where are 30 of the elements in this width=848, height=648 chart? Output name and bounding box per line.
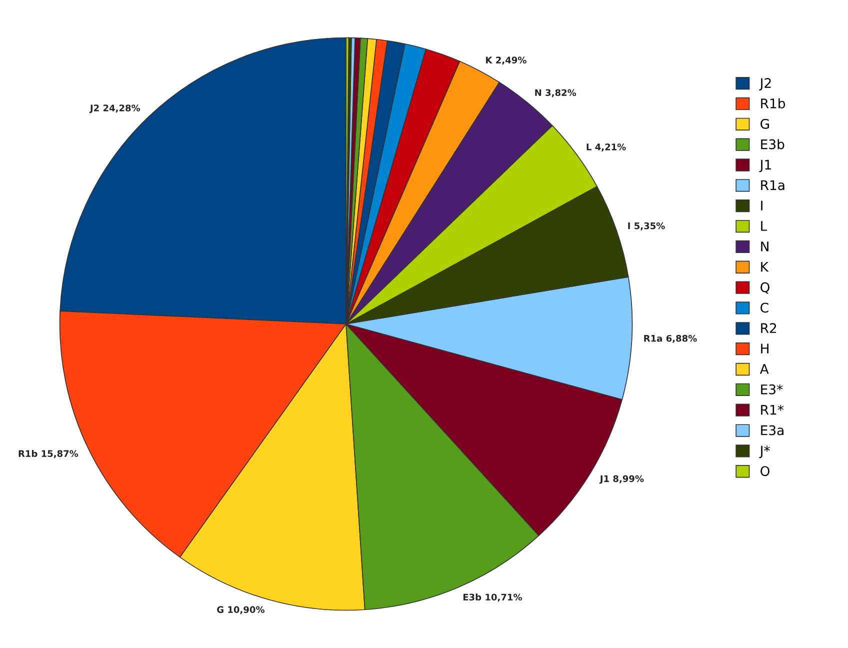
data-label: K 2,49% xyxy=(486,56,526,65)
legend-label: R1* xyxy=(761,404,784,415)
legend-label: H xyxy=(761,344,768,354)
data-label: N 3,82% xyxy=(535,89,576,98)
data-label: R1b 15,87% xyxy=(18,450,78,458)
data-label: L 4,21% xyxy=(586,144,626,152)
legend-label: E3* xyxy=(761,384,783,394)
legend-label: O xyxy=(760,466,770,476)
legend-label: E3b xyxy=(761,139,784,150)
legend-label: R1a xyxy=(761,180,784,190)
legend-label: E3a xyxy=(761,425,784,436)
legend-label: R2 xyxy=(761,323,776,333)
legend-label: R1b xyxy=(761,98,786,108)
data-label: R1a 6,88% xyxy=(644,334,697,343)
legend-label: G xyxy=(760,118,769,129)
legend-label: K xyxy=(761,262,769,272)
legend-label: J* xyxy=(759,446,770,458)
legend-label: I xyxy=(761,200,762,210)
data-label: J1 8,99% xyxy=(599,475,644,484)
legend-label: C xyxy=(760,302,768,313)
legend-label: L xyxy=(761,221,768,231)
legend-label: J2 xyxy=(759,78,771,90)
data-label: G 10,90% xyxy=(217,606,264,614)
legend-label: A xyxy=(760,364,769,374)
legend-label: N xyxy=(761,242,768,252)
data-label: I 5,35% xyxy=(628,222,665,230)
legend-label: J1 xyxy=(759,160,771,172)
data-label: E3b 10,71% xyxy=(463,594,522,602)
data-label: J2 24,28% xyxy=(89,104,140,114)
legend-label: Q xyxy=(760,282,770,294)
